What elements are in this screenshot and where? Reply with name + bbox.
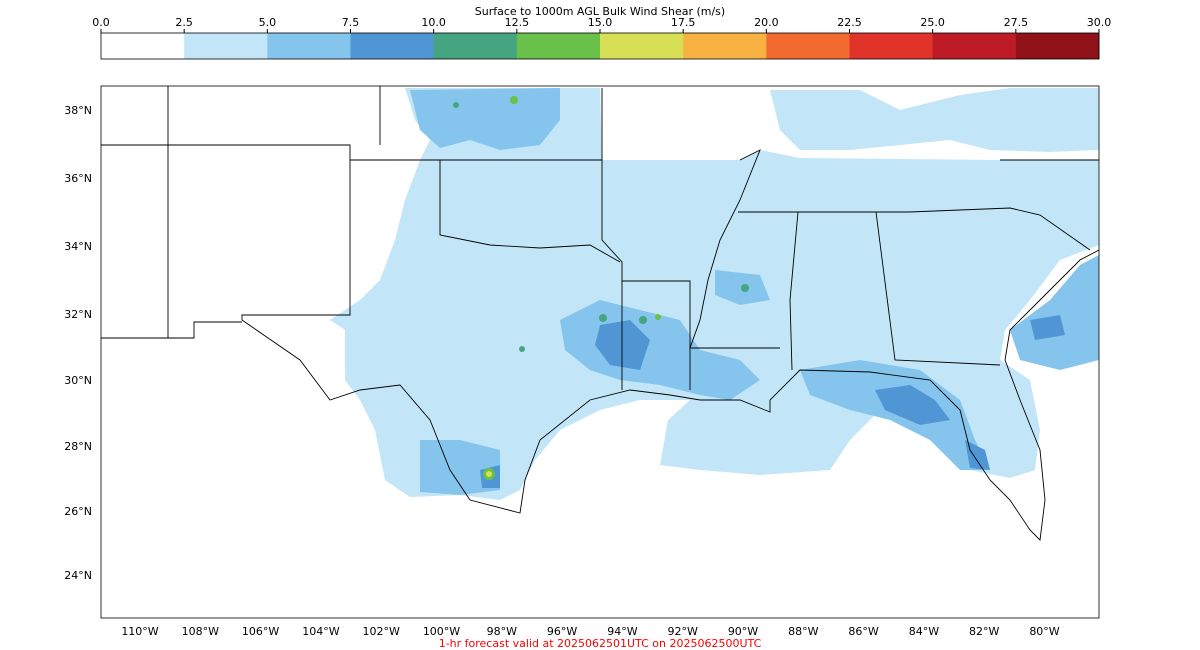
colorbar-swatch xyxy=(433,33,518,59)
map-panel: 38°N 36°N 34°N 32°N 30°N 28°N 26°N 24°N 110°W 10… xyxy=(64,85,1100,638)
shear-spot-green xyxy=(510,96,518,104)
colorbar-tick-label: 7.5 xyxy=(342,16,360,29)
shear-spot-green xyxy=(639,316,647,324)
latitude-label: 26°N xyxy=(64,505,92,518)
shear-region-medium-atlantic xyxy=(1010,255,1099,370)
longitude-labels: 110°W 108°W 106°W 104°W 102°W 100°W 98°W 96°W 94… xyxy=(121,625,1059,638)
longitude-label: 82°W xyxy=(969,625,999,638)
colorbar-swatch xyxy=(101,33,185,59)
longitude-label: 108°W xyxy=(182,625,219,638)
latitude-label: 32°N xyxy=(64,308,92,321)
longitude-label: 102°W xyxy=(363,625,400,638)
political-boundaries xyxy=(101,86,1099,541)
latitude-label: 28°N xyxy=(64,440,92,453)
colorbar-swatch xyxy=(849,33,934,59)
longitude-label: 90°W xyxy=(728,625,758,638)
colorbar-swatch xyxy=(766,33,850,59)
colorbar-swatch xyxy=(350,33,435,59)
colorbar-tick-label: 5.0 xyxy=(259,16,277,29)
colorbar-tick-label: 20.0 xyxy=(754,16,779,29)
shear-spot-green xyxy=(741,284,749,292)
colorbar-tick-label: 17.5 xyxy=(671,16,696,29)
longitude-label: 84°W xyxy=(909,625,939,638)
latitude-label: 24°N xyxy=(64,569,92,582)
shear-region-medium-north xyxy=(410,88,560,150)
colorbar-tick-label: 22.5 xyxy=(837,16,862,29)
colorbar-swatch xyxy=(932,33,1017,59)
shear-region-dark-gulf xyxy=(875,385,950,425)
shear-region-light-east xyxy=(770,88,1099,152)
colorbar-swatch xyxy=(516,33,601,59)
longitude-label: 88°W xyxy=(788,625,818,638)
longitude-label: 98°W xyxy=(487,625,517,638)
colorbar-swatch xyxy=(267,33,351,59)
shear-spot-green xyxy=(453,102,459,108)
longitude-label: 96°W xyxy=(547,625,577,638)
shear-region-medium-texas xyxy=(420,440,500,495)
colorbar-tick-label: 30.0 xyxy=(1087,16,1112,29)
colorbar-tick-label: 27.5 xyxy=(1004,16,1029,29)
colorbar-swatch xyxy=(600,33,684,59)
shear-region-light xyxy=(330,88,1099,500)
longitude-label: 100°W xyxy=(423,625,460,638)
colorbar-tick-label: 25.0 xyxy=(920,16,945,29)
longitude-label: 104°W xyxy=(302,625,339,638)
latitude-label: 34°N xyxy=(64,240,92,253)
colorbar-tick-label: 10.0 xyxy=(421,16,446,29)
longitude-label: 92°W xyxy=(668,625,698,638)
latitude-label: 30°N xyxy=(64,374,92,387)
shear-region-medium-gulf xyxy=(800,360,990,470)
map-frame xyxy=(100,85,1100,619)
longitude-label: 80°W xyxy=(1029,625,1059,638)
colorbar-tick-label: 0.0 xyxy=(92,16,110,29)
longitude-label: 106°W xyxy=(242,625,279,638)
longitude-label: 94°W xyxy=(607,625,637,638)
colorbar-tick-label: 15.0 xyxy=(588,16,613,29)
latitude-label: 38°N xyxy=(64,104,92,117)
shear-spot-green xyxy=(655,314,661,320)
shear-spot-green xyxy=(599,314,607,322)
colorbar: Surface to 1000m AGL Bulk Wind Shear (m/… xyxy=(92,5,1111,60)
shear-region-dark-florida xyxy=(965,440,990,470)
shear-region-dark-louisiana xyxy=(595,320,650,370)
colorbar-frame xyxy=(100,32,1100,60)
forecast-footer: 1-hr forecast valid at 2025062501UTC on … xyxy=(439,637,762,650)
shear-field xyxy=(330,88,1099,500)
latitude-labels: 38°N 36°N 34°N 32°N 30°N 28°N 26°N 24°N xyxy=(64,104,92,582)
colorbar-tick-label: 2.5 xyxy=(175,16,193,29)
colorbar-tick-label: 12.5 xyxy=(505,16,530,29)
shear-spot-green xyxy=(519,346,525,352)
colorbar-swatch xyxy=(184,33,268,59)
longitude-label: 110°W xyxy=(121,625,158,638)
colorbar-tick-labels: 0.0 2.5 5.0 7.5 10.0 12.5 15.0 17.5 20.0 22.5 25.0… xyxy=(92,16,1111,33)
shear-spot-yellow xyxy=(486,471,492,477)
colorbar-swatches xyxy=(101,33,1100,59)
longitude-label: 86°W xyxy=(848,625,878,638)
latitude-label: 36°N xyxy=(64,172,92,185)
colorbar-swatch xyxy=(1015,33,1100,59)
colorbar-title: Surface to 1000m AGL Bulk Wind Shear (m/… xyxy=(475,5,725,18)
shear-region-dark-georgia xyxy=(1030,315,1065,340)
colorbar-swatch xyxy=(683,33,767,59)
